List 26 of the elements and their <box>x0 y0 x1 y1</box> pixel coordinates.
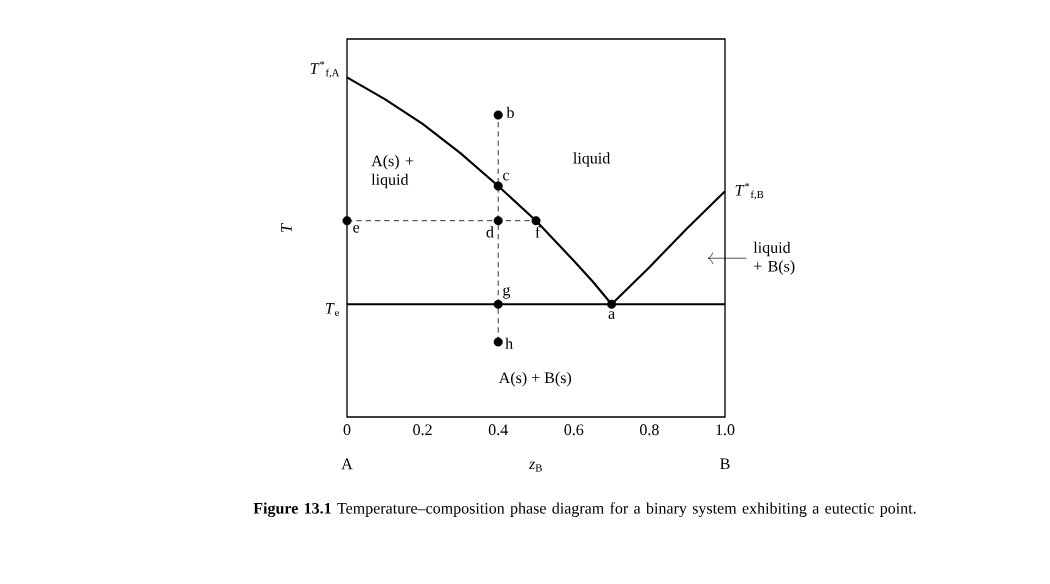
x-tick-label: 0.6 <box>564 424 584 436</box>
x-tick-label: 0.8 <box>640 424 659 436</box>
annotation: T$^{*}$f,A <box>310 60 340 78</box>
annotation: c <box>503 172 510 181</box>
y-axis-title: T <box>281 223 292 232</box>
text: A <box>341 458 353 470</box>
annotation: e <box>353 224 360 233</box>
annotation: h <box>505 337 513 349</box>
annotation: T$^{*}$f,B <box>735 182 764 200</box>
annotation: g <box>503 286 511 299</box>
annotation: d <box>486 226 494 238</box>
text: Figure 13.1 Temperature–composition phase diagram for a binary system exhibiting a eutectic point. <box>253 502 916 518</box>
annotation: f <box>535 226 541 238</box>
annotation: A(s) + B(s) <box>498 371 572 387</box>
x-tick-label: 1.0 <box>716 424 735 436</box>
annotation: a <box>608 311 615 319</box>
x-axis-title: z$_{B}$ <box>528 461 542 472</box>
annotation: A(s) + liquid <box>371 155 414 189</box>
text: liquid + B(s) <box>753 241 795 275</box>
annotation: liquid <box>573 152 611 167</box>
text: B <box>720 458 730 470</box>
annotation: b <box>506 106 514 119</box>
x-tick-label: 0 <box>343 424 351 436</box>
x-tick-label: 0.2 <box>413 424 432 436</box>
x-tick-label: 0.4 <box>488 424 508 436</box>
annotation: T$_{e}$ <box>325 303 340 317</box>
